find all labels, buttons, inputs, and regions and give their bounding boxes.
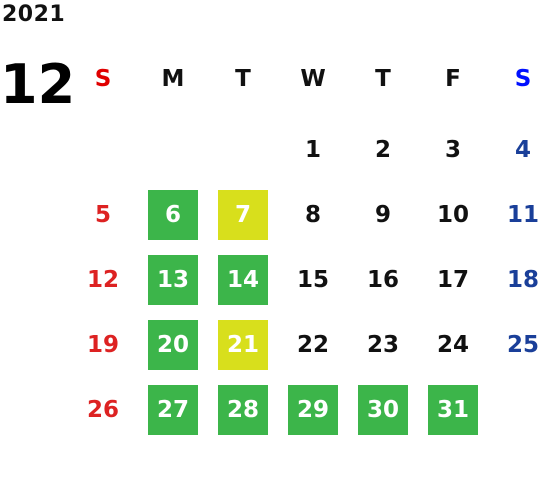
day-cell[interactable]: 13 — [148, 255, 198, 305]
day-cell[interactable]: 18 — [506, 267, 539, 293]
day-cell[interactable]: 5 — [94, 202, 111, 228]
day-cell[interactable]: 15 — [296, 267, 329, 293]
weekday-header-fri: F — [445, 66, 461, 92]
day-cell[interactable]: 4 — [514, 137, 531, 163]
day-cell[interactable]: 27 — [148, 385, 198, 435]
weekday-header-thu: T — [375, 66, 391, 92]
weekday-header-sun: S — [94, 66, 112, 92]
day-cell[interactable]: 6 — [148, 190, 198, 240]
day-cell[interactable]: 25 — [506, 332, 539, 358]
day-cell[interactable]: 21 — [218, 320, 268, 370]
day-cell[interactable]: 28 — [218, 385, 268, 435]
day-cell[interactable]: 2 — [374, 137, 391, 163]
day-cell[interactable]: 7 — [218, 190, 268, 240]
day-cell[interactable]: 30 — [358, 385, 408, 435]
month-number: 12 — [0, 53, 76, 116]
day-cell[interactable]: 20 — [148, 320, 198, 370]
year-label: 2021 — [2, 2, 66, 27]
day-cell[interactable]: 17 — [436, 267, 469, 293]
weekday-header-mon: M — [161, 66, 185, 92]
day-cell[interactable]: 24 — [436, 332, 469, 358]
weekday-header-wed: W — [300, 66, 326, 92]
day-cell[interactable]: 1 — [304, 137, 321, 163]
weekday-header-tue: T — [235, 66, 251, 92]
day-cell[interactable]: 26 — [86, 397, 119, 423]
day-cell[interactable]: 19 — [86, 332, 119, 358]
day-cell[interactable]: 8 — [304, 202, 321, 228]
day-cell[interactable]: 9 — [374, 202, 391, 228]
day-cell[interactable]: 16 — [366, 267, 399, 293]
day-cell[interactable]: 31 — [428, 385, 478, 435]
day-cell[interactable]: 12 — [86, 267, 119, 293]
day-cell[interactable]: 23 — [366, 332, 399, 358]
day-cell[interactable]: 22 — [296, 332, 329, 358]
weekday-header-sat: S — [514, 66, 532, 92]
day-cell[interactable]: 29 — [288, 385, 338, 435]
day-cell[interactable]: 3 — [444, 137, 461, 163]
day-cell[interactable]: 10 — [436, 202, 469, 228]
day-cell[interactable]: 11 — [506, 202, 539, 228]
day-cell[interactable]: 14 — [218, 255, 268, 305]
